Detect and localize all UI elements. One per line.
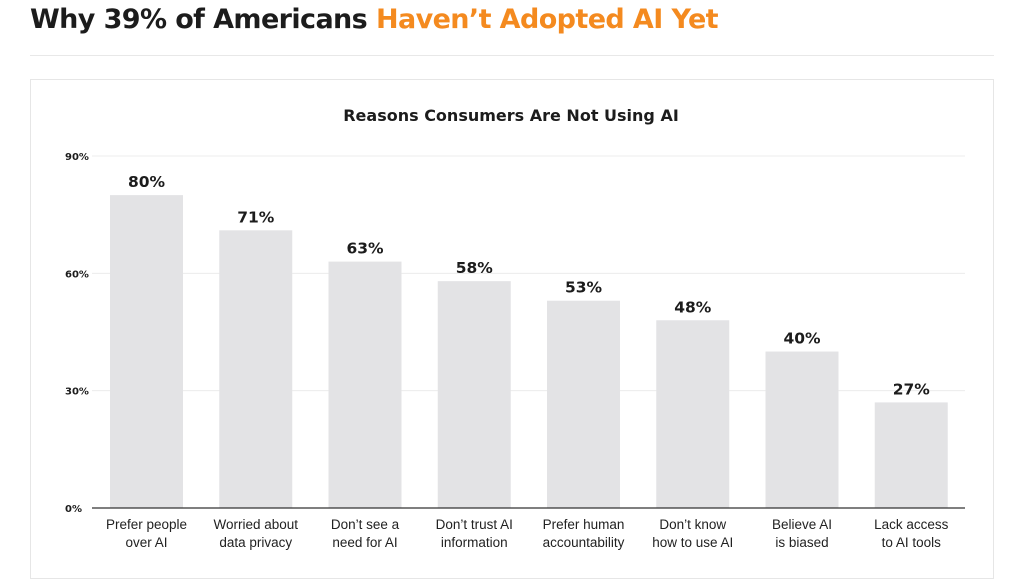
x-tick-label: Don’t see a need for AI (331, 517, 400, 550)
headline-prefix: Why 39% of Americans (30, 4, 376, 35)
bar (110, 195, 183, 508)
y-tick-label: 0% (65, 504, 82, 515)
bar (328, 261, 402, 508)
bars (110, 195, 948, 509)
page-headline: Why 39% of Americans Haven’t Adopted AI … (30, 4, 719, 35)
data-label: 80% (128, 173, 166, 191)
bar-chart: Reasons Consumers Are Not Using AI 0% 30%… (65, 106, 965, 550)
x-tick-label: Prefer people over AI (106, 517, 187, 550)
headline-highlight: Haven’t Adopted AI Yet (375, 4, 719, 35)
data-label: 53% (565, 279, 603, 297)
x-axis-ticks: Prefer people over AI Worried about data pr… (106, 517, 949, 550)
x-tick-label: Don’t trust AI information (436, 517, 513, 550)
bar (765, 351, 839, 508)
value-labels: 80% 71% 63% 58% 53% 48% 40% 27% (128, 173, 930, 398)
bar (437, 281, 511, 508)
bar (547, 300, 620, 508)
x-tick-label: Lack access to AI tools (874, 517, 949, 550)
chart-title: Reasons Consumers Are Not Using AI (343, 106, 679, 125)
x-tick-label: Don’t know how to use AI (652, 517, 733, 550)
y-tick-label: 60% (65, 269, 89, 280)
x-tick-label: Prefer human accountability (543, 517, 625, 550)
data-label: 27% (893, 380, 931, 398)
bar (656, 320, 730, 508)
data-label: 58% (456, 259, 494, 277)
y-axis-ticks: 0% 30% 60% 90% (65, 152, 89, 515)
data-label: 40% (783, 330, 821, 348)
bar (874, 402, 948, 508)
data-label: 63% (346, 240, 384, 258)
y-tick-label: 90% (65, 152, 89, 163)
data-label: 71% (237, 208, 275, 226)
x-tick-label: Believe AI is biased (772, 517, 832, 550)
bar (219, 230, 293, 509)
x-tick-label: Worried about data privacy (213, 517, 298, 550)
header-divider (30, 55, 994, 56)
y-tick-label: 30% (65, 387, 89, 398)
data-label: 48% (674, 298, 712, 316)
